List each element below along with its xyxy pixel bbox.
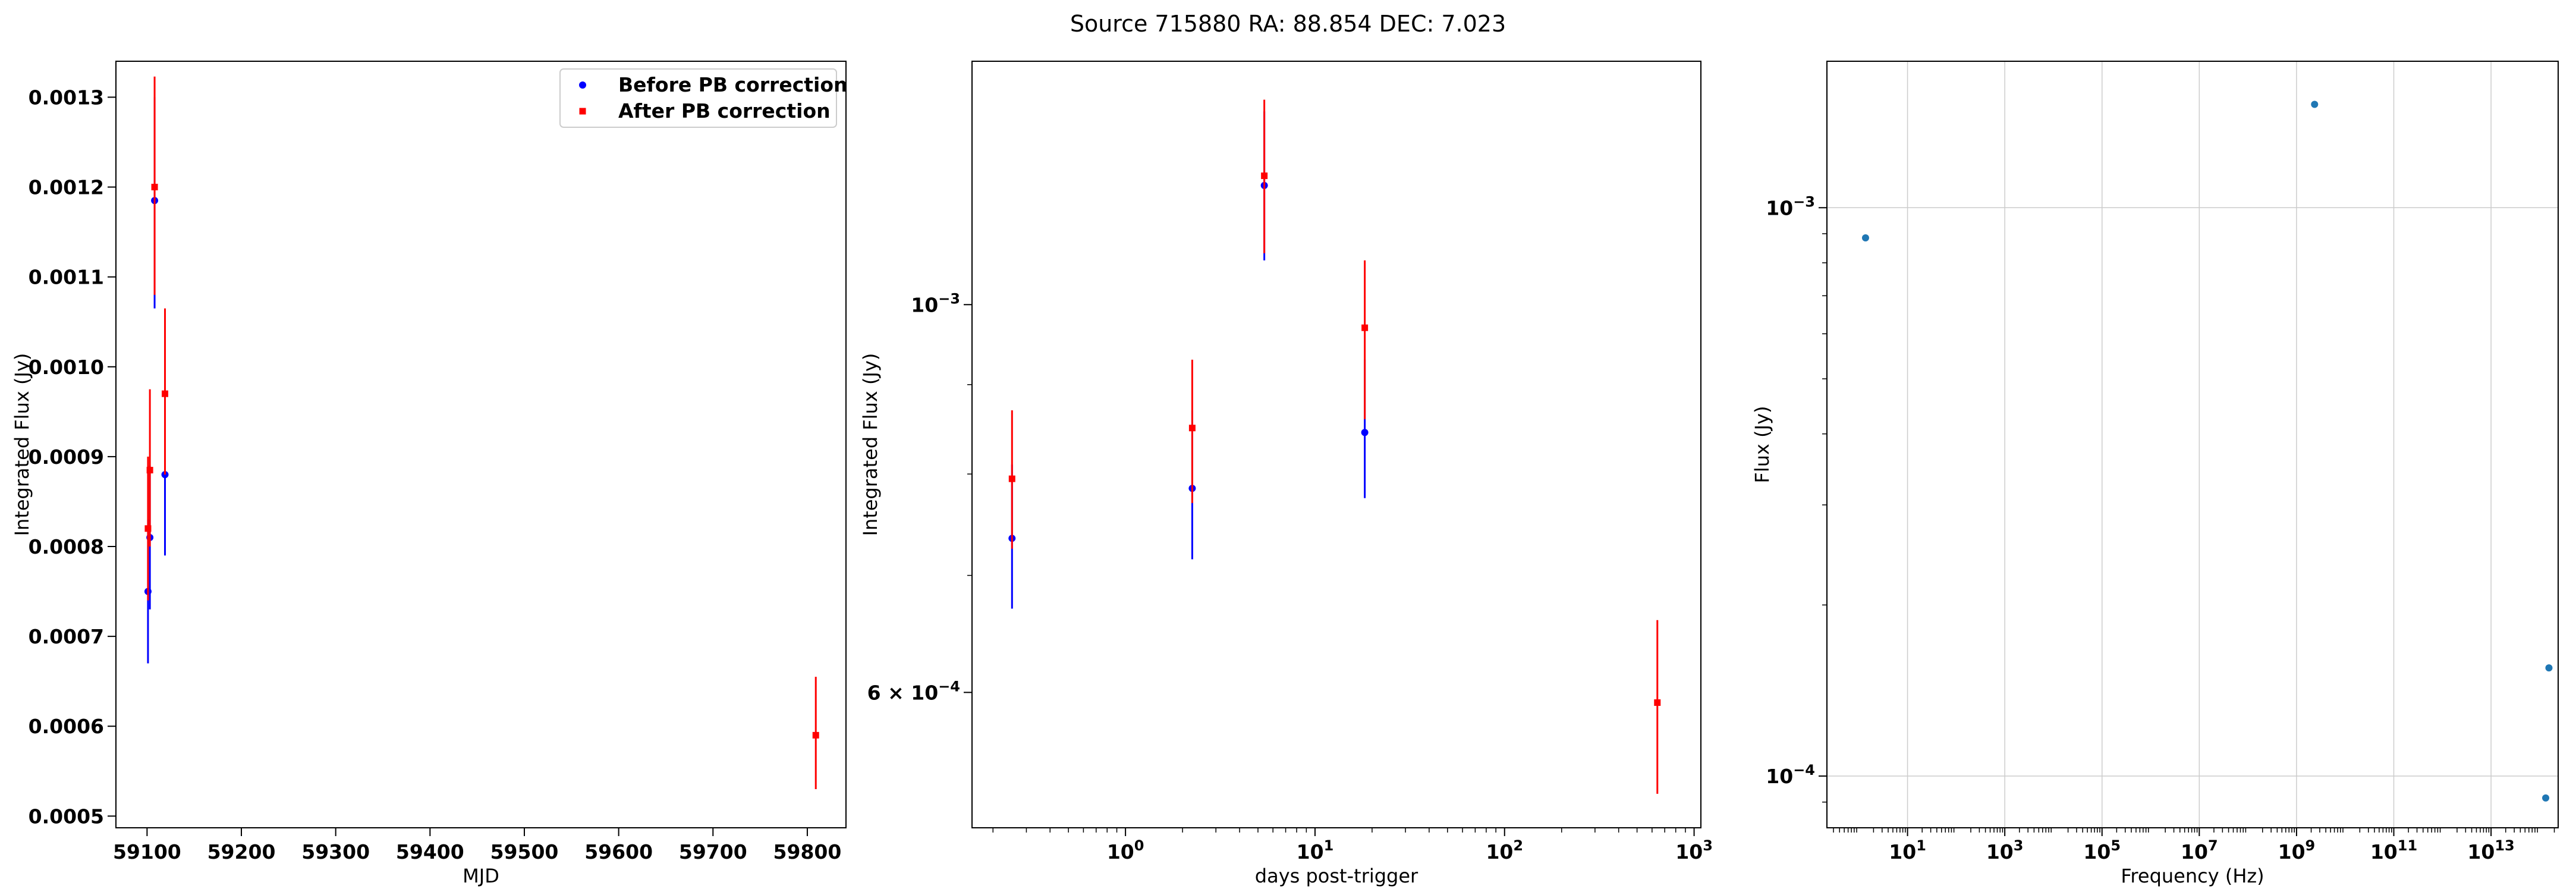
x-tick-label: 109 bbox=[2278, 837, 2316, 863]
x-tick-label: 101 bbox=[1889, 837, 1926, 863]
data-point bbox=[1361, 429, 1369, 436]
panel-flux-vs-mjd: 59100 59200 59300 59400 59500 59600 59700 59800… bbox=[11, 61, 848, 887]
x-tick-label: 59400 bbox=[396, 840, 464, 863]
y-axis-label: Integrated Flux (Jy) bbox=[859, 353, 882, 536]
x-tick-label: 59800 bbox=[773, 840, 842, 863]
data-point bbox=[1861, 234, 1869, 241]
panel-flux-vs-days-post-trigger: 100 101 102 103 6 × 10−4 10−3 days post-trigge… bbox=[859, 61, 1713, 887]
y-tick-label: 0.0009 bbox=[29, 445, 104, 469]
y-tick-label: 0.0013 bbox=[29, 86, 104, 109]
x-tick-label: 107 bbox=[2181, 837, 2218, 863]
x-axis-label: Frequency (Hz) bbox=[2121, 865, 2264, 887]
x-tick-label: 103 bbox=[1986, 837, 2024, 863]
series-data bbox=[1861, 100, 2553, 802]
data-point bbox=[2545, 664, 2553, 672]
x-tick-label: 59700 bbox=[679, 840, 747, 863]
y-tick-label: 10−3 bbox=[1766, 193, 1815, 219]
x-tick-label: 100 bbox=[1107, 837, 1144, 863]
series-before-pb-correction bbox=[1008, 111, 1369, 609]
x-tick-label: 103 bbox=[1675, 837, 1713, 863]
data-point bbox=[146, 467, 153, 474]
legend-marker bbox=[579, 81, 586, 89]
y-tick-label: 0.0007 bbox=[29, 625, 104, 648]
x-tick-label: 59300 bbox=[301, 840, 370, 863]
series-after-pb-correction bbox=[1008, 99, 1661, 794]
series-after-pb-correction bbox=[144, 76, 819, 790]
legend-marker bbox=[579, 108, 586, 115]
legend-box bbox=[559, 68, 837, 128]
data-point bbox=[812, 731, 819, 739]
x-axis-label: MJD bbox=[463, 865, 499, 887]
y-tick-label: 0.0008 bbox=[29, 535, 104, 558]
x-tick-label: 105 bbox=[2083, 837, 2121, 863]
legend-label: After PB correction bbox=[618, 99, 831, 123]
panel-flux-vs-frequency: 101 103 105 107 109 1011 1013 10−4 10−3 Frequency… bbox=[1751, 61, 2559, 887]
y-axis-label: Integrated Flux (Jy) bbox=[11, 353, 33, 536]
y-tick-label: 10−4 bbox=[1766, 762, 1815, 788]
data-point bbox=[151, 184, 158, 191]
y-tick-label: 0.0010 bbox=[29, 356, 104, 379]
x-tick-label: 1013 bbox=[2467, 837, 2514, 863]
y-tick-label: 0.0006 bbox=[29, 715, 104, 738]
y-tick-label: 0.0012 bbox=[29, 176, 104, 199]
data-point bbox=[1188, 425, 1196, 432]
x-tick-label: 59600 bbox=[584, 840, 653, 863]
axes-frame bbox=[1826, 61, 2559, 828]
data-point bbox=[1361, 324, 1369, 331]
y-tick-label: 0.0005 bbox=[29, 805, 104, 828]
data-point bbox=[1654, 699, 1661, 706]
data-point bbox=[2311, 100, 2319, 108]
y-tick-label: 6 × 10−4 bbox=[867, 678, 960, 704]
data-point bbox=[162, 390, 169, 397]
data-point bbox=[1261, 172, 1268, 180]
x-tick-label: 102 bbox=[1486, 837, 1523, 863]
x-tick-label: 1011 bbox=[2370, 837, 2417, 863]
x-tick-label: 59100 bbox=[113, 840, 181, 863]
y-axis-label: Flux (Jy) bbox=[1751, 406, 1773, 483]
figure-title: Source 715880 RA: 88.854 DEC: 7.023 bbox=[1070, 11, 1506, 37]
axes-frame bbox=[971, 61, 1701, 828]
y-tick-label: 10−3 bbox=[911, 290, 960, 316]
x-tick-label: 101 bbox=[1297, 837, 1334, 863]
x-tick-label: 59500 bbox=[490, 840, 559, 863]
x-tick-label: 59200 bbox=[207, 840, 276, 863]
axes-frame bbox=[115, 61, 847, 828]
x-axis-label: days post-trigger bbox=[1255, 865, 1418, 887]
data-point bbox=[2542, 794, 2550, 802]
data-point bbox=[144, 525, 152, 532]
legend-label: Before PB correction bbox=[618, 73, 848, 96]
data-point bbox=[1008, 475, 1015, 482]
y-tick-label: 0.0011 bbox=[29, 266, 104, 289]
legend: Before PB correction After PB correction bbox=[559, 68, 848, 128]
